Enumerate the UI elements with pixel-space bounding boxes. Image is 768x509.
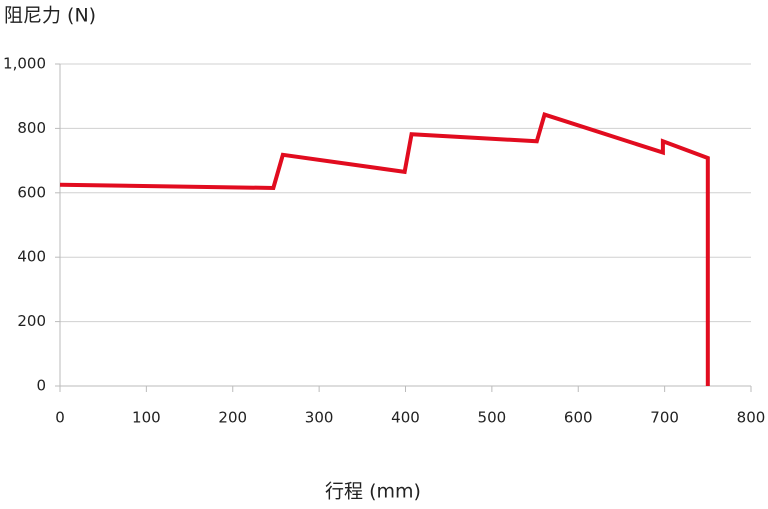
chart-title: 阻尼力 (N) [4,5,96,27]
x-tick-label: 400 [391,409,420,427]
x-tick-label: 800 [737,409,766,427]
x-tick-label: 0 [55,409,65,427]
y-tick-label: 600 [17,183,46,201]
x-tick-label: 600 [564,409,593,427]
x-tick-label: 300 [305,409,334,427]
y-tick-label: 200 [17,312,46,330]
y-tick-label: 1,000 [3,55,46,73]
x-tick-label: 100 [132,409,161,427]
y-tick-label: 800 [17,119,46,137]
y-tick-label: 400 [17,248,46,266]
data-line [59,112,710,386]
x-axis-label: 行程 (mm) [325,481,421,503]
x-tick-label: 200 [218,409,247,427]
x-tick-label: 500 [478,409,507,427]
y-tick-label: 0 [36,377,46,395]
x-tick-label: 700 [650,409,679,427]
